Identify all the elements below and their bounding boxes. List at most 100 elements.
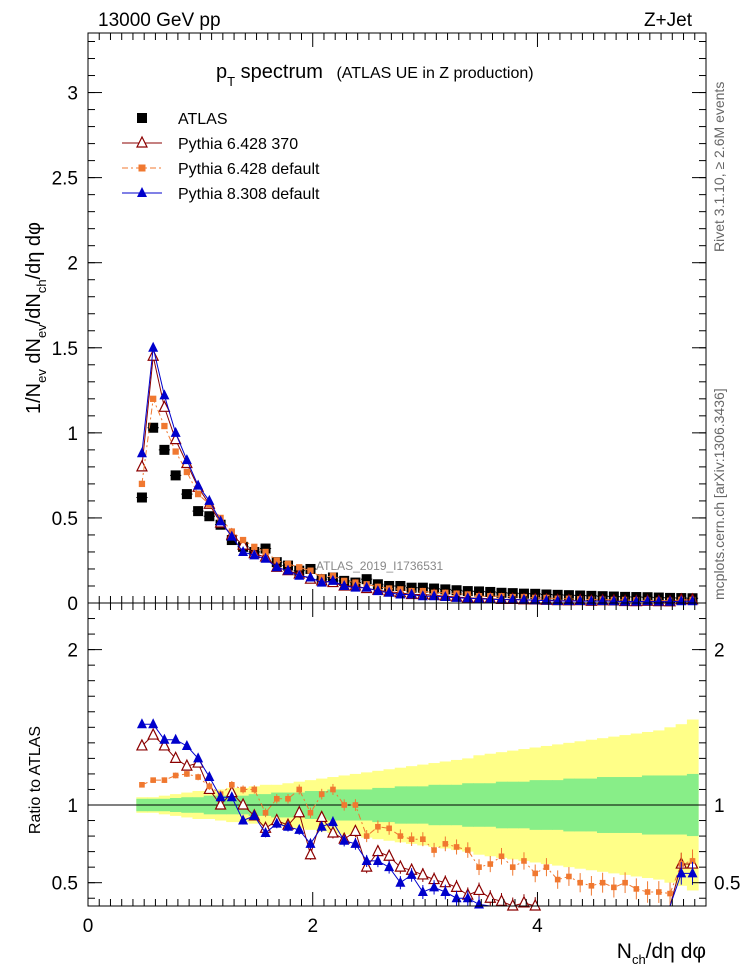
ratio-point	[296, 786, 303, 793]
ratio-point	[577, 879, 583, 886]
ratio-point	[139, 782, 145, 788]
series-point	[273, 557, 280, 564]
x-axis-label: Nch/dη dφ	[617, 940, 706, 967]
ratio-point	[262, 809, 269, 816]
ratio-point	[327, 816, 338, 827]
ratio-point	[521, 858, 527, 864]
ratio-point	[687, 867, 698, 878]
series-point	[284, 560, 292, 568]
series-point	[161, 422, 168, 430]
ratio-point	[667, 890, 673, 897]
ratio-point	[383, 848, 396, 861]
ratio-point	[644, 889, 651, 895]
legend-marker	[138, 164, 146, 172]
title-paren: (ATLAS UE in Z production)	[336, 65, 533, 82]
series-point	[283, 564, 294, 575]
plot-title: pT spectrum (ATLAS UE in Z production)	[216, 61, 534, 89]
ratio-point	[509, 864, 516, 870]
series-point	[158, 399, 171, 412]
ratio-point	[161, 777, 168, 783]
series-point	[136, 447, 147, 458]
series-point	[260, 552, 271, 563]
title-sub: T	[227, 74, 235, 89]
data-point	[136, 492, 147, 503]
series-point	[395, 588, 406, 599]
series-point	[226, 530, 237, 541]
ratio-point	[588, 883, 595, 889]
ratio-point	[214, 797, 227, 810]
ratio-y-tick-label: 0.5	[52, 874, 78, 895]
series-point	[159, 389, 170, 400]
ratio-point	[150, 777, 156, 783]
x-tick-label: 0	[83, 916, 94, 937]
ratio-point	[204, 771, 215, 782]
x-tick-label: 2	[307, 916, 318, 937]
series-point	[204, 494, 215, 505]
data-point	[159, 444, 170, 455]
main-y-ticks: 0 0.5 1 1.5 2 2.5 3	[52, 33, 707, 615]
series-point	[361, 581, 372, 592]
series-point	[271, 561, 282, 572]
series-point	[193, 479, 204, 490]
legend-label: Pythia 6.428 370	[178, 136, 298, 153]
ratio-point	[350, 837, 361, 848]
ratio-point	[285, 795, 291, 802]
series-point	[339, 579, 350, 590]
ratio-point	[251, 786, 258, 793]
ratio-point	[420, 836, 426, 842]
series-point	[249, 549, 260, 560]
ratio-point	[408, 836, 415, 842]
ratio-point	[473, 883, 485, 896]
ratio-point	[273, 795, 280, 802]
legend-marker	[136, 135, 148, 148]
ratio-point	[554, 876, 561, 883]
ratio-y-tick-label-right: 1	[714, 796, 725, 817]
ratio-point	[453, 844, 460, 850]
ratio-point	[429, 881, 440, 892]
series-point	[194, 490, 202, 498]
ratio-point	[135, 738, 148, 751]
ratio-point	[229, 782, 235, 788]
ratio-point	[293, 805, 306, 818]
ratio-point	[371, 844, 384, 857]
series-point	[305, 571, 316, 582]
ratio-point	[215, 791, 226, 802]
ratio-panel: 0.5 0.5 1 1 2 2 0 2 4 Ratio to ATLAS Nch/dη dφ	[27, 602, 740, 967]
ratio-point	[316, 820, 327, 831]
ratio-point	[474, 898, 485, 909]
series-point	[183, 468, 191, 476]
legend-label: Pythia 6.428 default	[178, 161, 320, 178]
ratio-point	[464, 847, 471, 853]
ratio-point	[148, 718, 159, 729]
series-point	[181, 454, 192, 465]
ratio-point	[283, 820, 294, 831]
ratio-point	[352, 802, 359, 808]
legend-label: Pythia 8.308 default	[178, 186, 320, 203]
ratio-point	[249, 809, 260, 820]
data-point	[260, 543, 271, 554]
ratio-point	[484, 890, 497, 903]
y-tick-label: 0	[67, 594, 78, 615]
ratio-y-tick-label-right: 0.5	[714, 874, 740, 895]
y-tick-label: 2	[67, 254, 78, 275]
ratio-point	[676, 867, 687, 878]
ratio-point	[416, 867, 429, 880]
ratio-y-label: Ratio to ATLAS	[27, 726, 44, 834]
ratio-point	[487, 861, 494, 867]
ratio-point	[326, 825, 339, 838]
rivet-label: Rivet 3.1.10, ≥ 2.6M events	[711, 82, 727, 252]
ratio-point	[406, 868, 417, 879]
ratio-point	[375, 823, 381, 830]
ratio-point	[363, 833, 370, 839]
ratio-point	[656, 889, 662, 895]
ratio-point	[518, 895, 530, 908]
title-rest: spectrum	[235, 61, 323, 83]
ratio-point	[260, 826, 271, 837]
main-y-label: 1/Nev dNev/dNch/dη dφ	[23, 222, 49, 414]
x-tick-label: 4	[532, 916, 543, 937]
ratio-point	[147, 727, 160, 740]
ratio-point	[271, 817, 282, 828]
ratio-point	[158, 738, 171, 751]
ratio-frame	[87, 602, 707, 907]
